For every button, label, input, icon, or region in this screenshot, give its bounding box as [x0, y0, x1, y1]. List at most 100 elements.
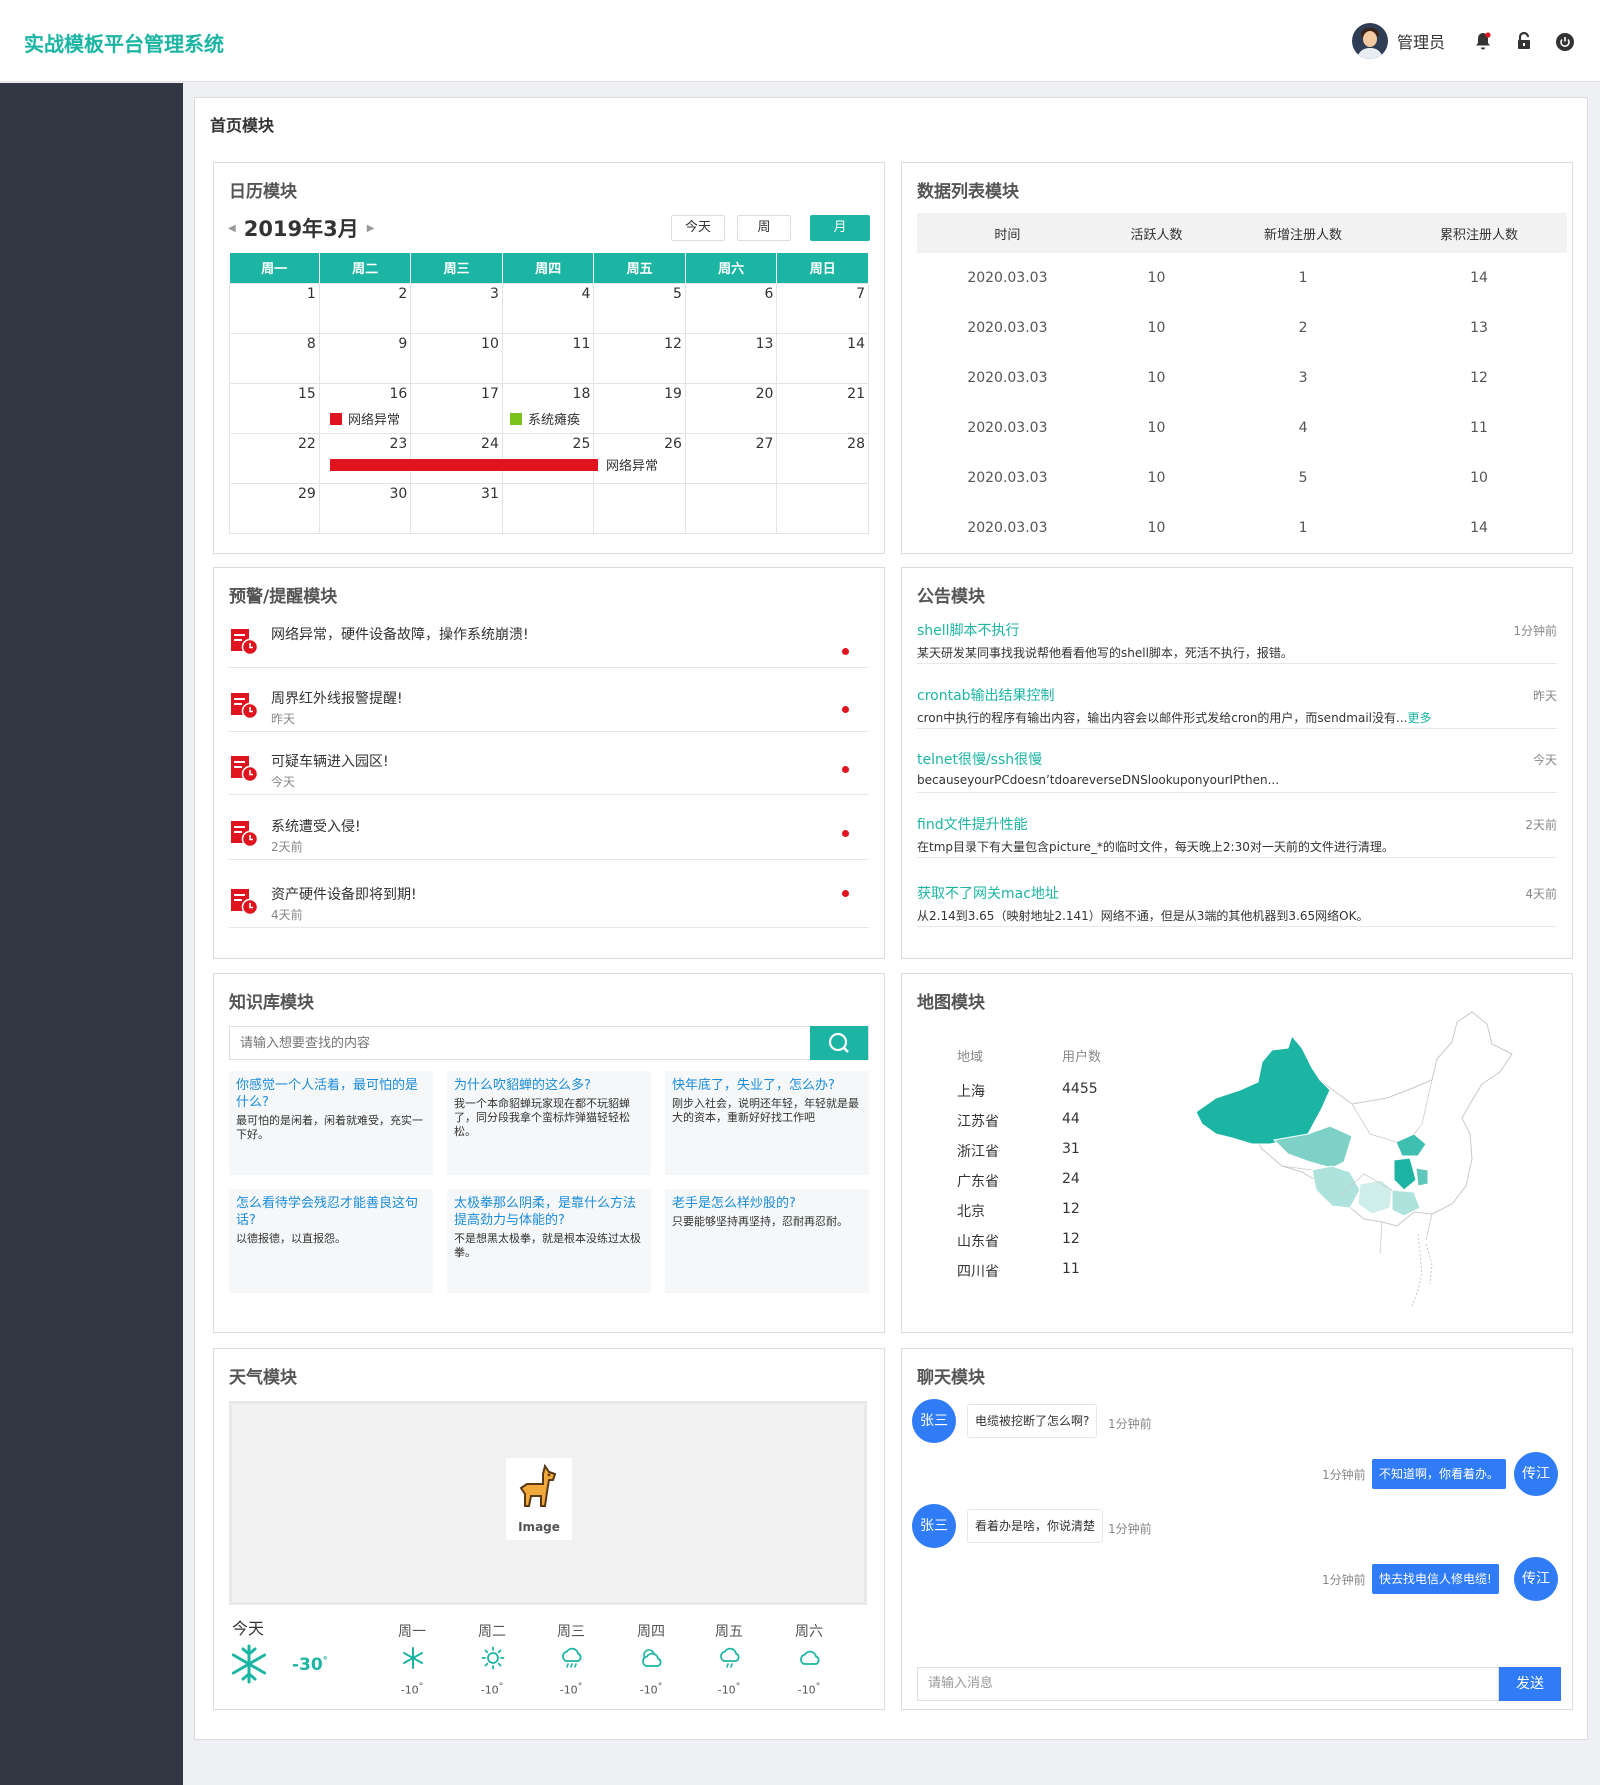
calendar-day[interactable]: 20: [684, 382, 778, 434]
notice-title[interactable]: telnet很慢/ssh很慢: [917, 752, 1043, 768]
warning-item[interactable]: 系统遭受入侵! 2天前: [229, 816, 869, 860]
calendar-day[interactable]: 31: [410, 482, 503, 534]
calendar-day[interactable]: 10: [410, 332, 503, 384]
calendar-day[interactable]: [593, 482, 686, 534]
calendar-day[interactable]: 4: [501, 282, 595, 334]
kb-title[interactable]: 你感觉一个人活着，最可怕的是什么?: [236, 1078, 419, 1110]
calendar-day[interactable]: 11: [501, 332, 595, 384]
calendar-day[interactable]: 16: [318, 382, 412, 434]
chat-avatar[interactable]: 张三: [912, 1504, 956, 1548]
forecast-day: 周二: [478, 1624, 506, 1640]
knowledge-card-item[interactable]: 为什么吹貂蝉的这么多? 我一个本命貂蝉玩家现在都不玩貂蝉了，同分段我拿个蛮标炸弹猫…: [447, 1071, 651, 1175]
calendar-day[interactable]: 5: [593, 282, 686, 334]
calendar-day[interactable]: 21: [776, 382, 869, 434]
notice-item[interactable]: crontab输出结果控制 昨天 cron中执行的程序有输出内容，输出内容会以邮…: [917, 685, 1557, 729]
forecast-temp: -10°: [480, 1681, 504, 1697]
week-button[interactable]: 周: [737, 215, 791, 241]
chat-input[interactable]: 请输入消息: [917, 1667, 1499, 1701]
prev-month-icon[interactable]: ◀: [228, 222, 236, 234]
calendar-day[interactable]: 7: [776, 282, 869, 334]
calendar-day[interactable]: 3: [410, 282, 503, 334]
calendar-day[interactable]: 18: [501, 382, 595, 434]
kb-title[interactable]: 快年底了，失业了，怎么办?: [672, 1078, 835, 1093]
calendar-day[interactable]: 2: [318, 282, 412, 334]
weekday-header: 周三: [410, 253, 503, 283]
knowledge-card-item[interactable]: 太极拳那么阴柔，是靠什么方法提高劲力与体能的? 不是想黑太极拳，就是根本没练过太极…: [447, 1189, 651, 1293]
notice-item[interactable]: telnet很慢/ssh很慢 今天 becauseyourPCdoesn’tdo…: [917, 749, 1557, 793]
calendar-day[interactable]: 12: [593, 332, 686, 384]
warning-text: 可疑车辆进入园区!: [271, 754, 389, 770]
calendar-day[interactable]: [684, 482, 778, 534]
more-link[interactable]: 更多: [1407, 711, 1432, 725]
calendar-day[interactable]: 6: [684, 282, 778, 334]
calendar-day[interactable]: 24: [410, 432, 503, 484]
chat-avatar[interactable]: 传江: [1514, 1557, 1558, 1601]
calendar-day[interactable]: 30: [318, 482, 412, 534]
kb-title[interactable]: 老手是怎么样炒股的?: [672, 1196, 796, 1211]
calendar-day[interactable]: [776, 482, 869, 534]
china-map[interactable]: [1182, 994, 1522, 1324]
avatar[interactable]: [1352, 23, 1388, 59]
user-menu[interactable]: 管理员: [1352, 22, 1445, 60]
calendar-day[interactable]: 28: [776, 432, 869, 484]
knowledge-card-item[interactable]: 快年底了，失业了，怎么办? 刚步入社会，说明还年轻，年轻就是最大的资本，重新好好找…: [665, 1071, 869, 1175]
send-button[interactable]: 发送: [1499, 1667, 1561, 1701]
calendar-day[interactable]: 25: [501, 432, 595, 484]
calendar-day[interactable]: 9: [318, 332, 412, 384]
calendar-day[interactable]: 17: [410, 382, 503, 434]
bell-icon[interactable]: [1472, 30, 1494, 52]
kb-title[interactable]: 太极拳那么阴柔，是靠什么方法提高劲力与体能的?: [454, 1196, 637, 1228]
chat-avatar[interactable]: 张三: [912, 1399, 956, 1443]
calendar-event[interactable]: 系统瘫痪: [510, 409, 580, 428]
calendar-day[interactable]: 13: [684, 332, 778, 384]
kb-title[interactable]: 为什么吹貂蝉的这么多?: [454, 1078, 591, 1093]
calendar-event[interactable]: 网络异常: [330, 409, 400, 428]
notice-item[interactable]: shell脚本不执行 1分钟前 某天研发某同事找我说帮他看看他写的shell脚本…: [917, 620, 1557, 664]
event-color-marker: [510, 412, 522, 425]
notice-title[interactable]: crontab输出结果控制: [917, 688, 1055, 704]
notice-item[interactable]: find文件提升性能 2天前 在tmp目录下有大量包含picture_*的临时文…: [917, 814, 1557, 858]
calendar-day[interactable]: 19: [593, 382, 686, 434]
notice-title[interactable]: find文件提升性能: [917, 817, 1028, 833]
calendar-day[interactable]: 29: [229, 482, 320, 534]
knowledge-card-item[interactable]: 怎么看待学会残忍才能善良这句话? 以德报德，以直报怨。: [229, 1189, 433, 1293]
calendar-day[interactable]: 22: [229, 432, 320, 484]
warning-item[interactable]: 网络异常，硬件设备故障，操作系统崩溃!: [229, 624, 869, 668]
user-name[interactable]: 管理员: [1397, 33, 1446, 52]
notice-time: 今天: [1532, 753, 1557, 767]
calendar-event[interactable]: 网络异常: [330, 455, 658, 474]
search-button[interactable]: [810, 1026, 868, 1060]
table-cell: 4: [1298, 420, 1308, 436]
warning-item[interactable]: 周界红外线报警提醒! 昨天: [229, 688, 869, 732]
search-input[interactable]: [230, 1027, 813, 1059]
calendar-day[interactable]: 27: [684, 432, 778, 484]
calendar-day[interactable]: 8: [229, 332, 320, 384]
knowledge-card-item[interactable]: 老手是怎么样炒股的? 只要能够坚持再坚持，忍耐再忍耐。: [665, 1189, 869, 1293]
warning-time: 2天前: [271, 840, 303, 854]
warning-item[interactable]: 可疑车辆进入园区! 今天: [229, 751, 869, 795]
notice-item[interactable]: 获取不了网关mac地址 4天前 从2.14到3.65（映射地址2.141）网络不…: [917, 883, 1557, 927]
map-card: 地图模块 地域 上海 江苏省 浙江省 广东省 北京 山东省 四川省 用户数 44…: [901, 973, 1573, 1333]
power-icon[interactable]: [1554, 30, 1576, 52]
calendar-day[interactable]: 23: [318, 432, 412, 484]
today-button[interactable]: 今天: [671, 215, 725, 241]
notice-title[interactable]: shell脚本不执行: [917, 623, 1020, 639]
today-temperature: -30°: [292, 1655, 328, 1675]
weather-image: Image: [229, 1401, 867, 1605]
warnings-card: 预警/提醒模块 网络异常，硬件设备故障，操作系统崩溃! 周界红外线报警提醒! 昨…: [213, 567, 885, 959]
notice-time: 昨天: [1532, 689, 1557, 703]
table-cell: 2020.03.03: [967, 370, 1048, 386]
calendar-day[interactable]: [501, 482, 595, 534]
chat-avatar[interactable]: 传江: [1514, 1452, 1558, 1496]
table-cell: 5: [1298, 470, 1308, 486]
knowledge-card-item[interactable]: 你感觉一个人活着，最可怕的是什么? 最可怕的是闲着，闲着就难受，充实一下好。: [229, 1071, 433, 1175]
calendar-day[interactable]: 15: [229, 382, 320, 434]
next-month-icon[interactable]: ▶: [366, 222, 375, 234]
kb-title[interactable]: 怎么看待学会残忍才能善良这句话?: [236, 1196, 419, 1228]
calendar-day[interactable]: 1: [229, 282, 320, 334]
notice-title[interactable]: 获取不了网关mac地址: [917, 886, 1059, 902]
calendar-day[interactable]: 14: [776, 332, 869, 384]
lock-icon[interactable]: [1513, 30, 1535, 52]
month-button[interactable]: 月: [810, 215, 870, 241]
warning-item[interactable]: 资产硬件设备即将到期! 4天前: [229, 884, 869, 928]
